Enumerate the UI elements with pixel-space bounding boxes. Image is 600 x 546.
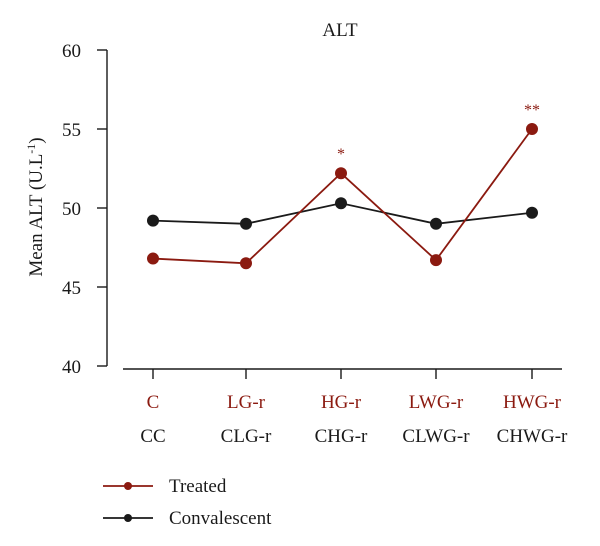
legend-item-convalescent: Convalescent [103,508,272,529]
data-point-treated [430,254,442,267]
x-tick-label-convalescent: CHWG-r [497,426,568,447]
legend-item-treated: Treated [103,476,227,497]
chart-title: ALT [322,20,358,41]
y-tick-label: 45 [62,278,81,299]
significance-marker: ** [524,102,540,119]
data-point-treated [526,123,538,135]
y-tick-label: 40 [62,357,81,378]
x-tick-label-treated: HWG-r [503,392,562,413]
series-layer: *** [147,102,540,270]
data-point-treated [147,252,159,265]
legend-label: Convalescent [169,508,272,529]
x-tick-labels: C LG-r HG-r LWG-r HWG-rCC CLG-r CHG-r CLWG-r CHW… [140,392,568,447]
y-tick-label: 60 [62,41,81,62]
y-axis-label-superscript: -1 [24,144,38,154]
data-point-convalescent [335,197,347,210]
x-tick-label-treated: C [147,392,160,413]
legend-marker [124,482,132,490]
legend-marker [124,514,132,522]
y-axis-label-text: Mean ALT (U.L [26,154,47,277]
y-tick-label: 50 [62,199,81,220]
data-point-convalescent [147,214,159,227]
y-tick-label: 55 [62,120,81,141]
series-convalescent [147,197,538,230]
x-tick-label-convalescent: CLWG-r [402,426,470,447]
data-point-treated [240,257,252,270]
legend: Treated Convalescent [103,476,272,529]
data-point-convalescent [240,217,252,230]
series-treated: *** [147,102,540,270]
significance-marker: * [337,146,345,163]
y-axis: 40 45 50 55 60 [62,41,108,378]
y-axis-label-close: ) [26,137,47,143]
data-point-convalescent [430,217,442,230]
x-tick-label-convalescent: CLG-r [221,426,272,447]
x-tick-label-treated: LG-r [227,392,266,413]
x-axis [123,368,562,379]
x-tick-label-treated: LWG-r [409,392,464,413]
y-axis-label: Mean ALT (U.L-1) [24,137,47,276]
data-point-treated [335,167,347,180]
x-tick-label-convalescent: CC [140,426,165,447]
x-tick-label-convalescent: CHG-r [315,426,368,447]
x-tick-label-treated: HG-r [321,392,362,413]
data-point-convalescent [526,206,538,219]
legend-label: Treated [169,476,227,497]
